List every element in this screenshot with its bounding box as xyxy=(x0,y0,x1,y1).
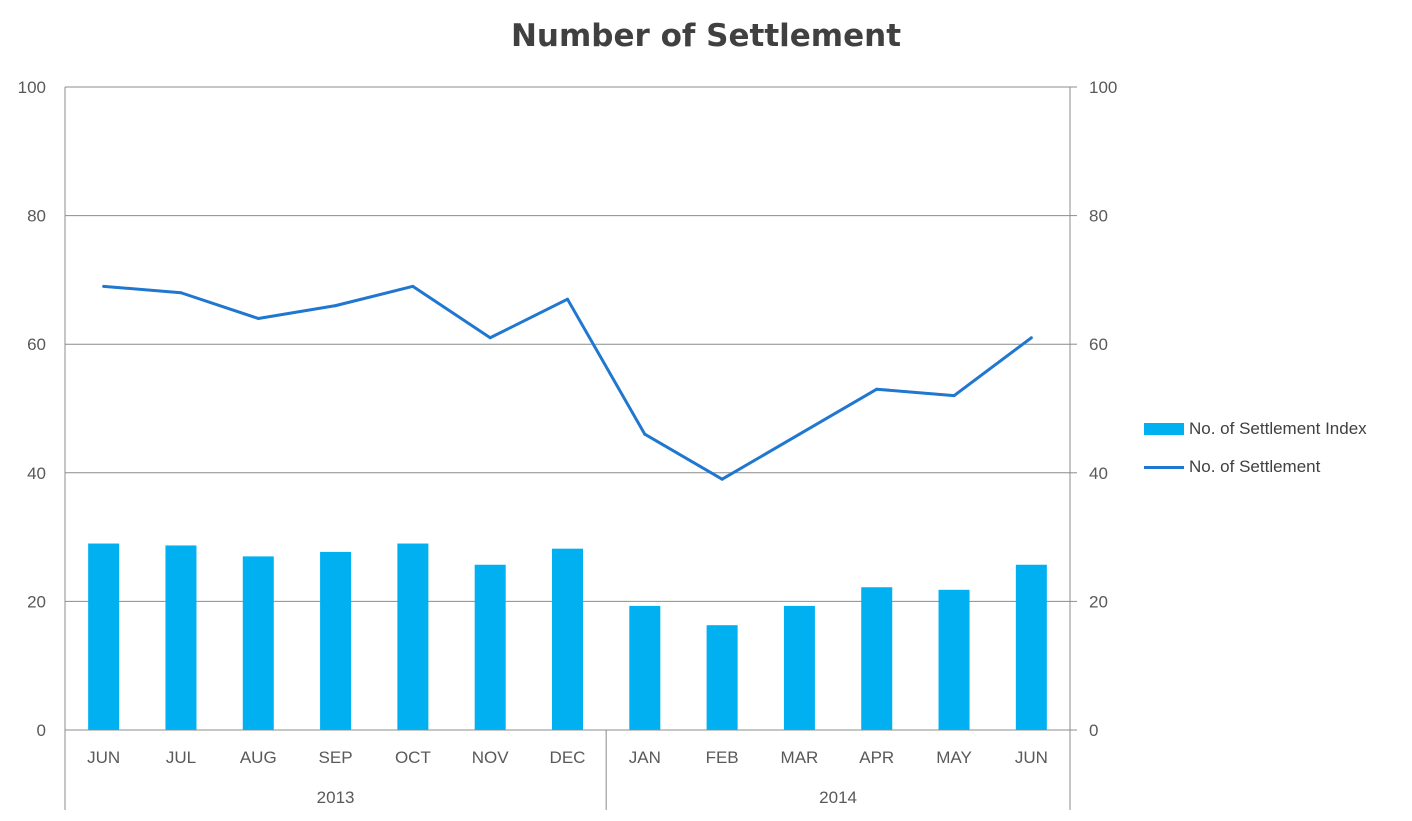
category-label: NOV xyxy=(472,748,510,767)
bar xyxy=(165,545,197,730)
bar xyxy=(861,587,893,730)
legend-bar-swatch xyxy=(1144,423,1184,435)
bar-series xyxy=(88,543,1047,730)
category-label: AUG xyxy=(240,748,277,767)
group-label: 2013 xyxy=(317,788,355,807)
left-tick-label: 80 xyxy=(27,207,46,226)
right-tick-label: 100 xyxy=(1089,78,1117,97)
gridlines xyxy=(65,86,1070,602)
legend-line-swatch xyxy=(1144,465,1184,469)
category-label: JUL xyxy=(166,748,196,767)
category-label: JUN xyxy=(87,748,120,767)
line-point xyxy=(256,316,260,320)
bar xyxy=(629,605,661,730)
category-label: SEP xyxy=(319,748,353,767)
line-point xyxy=(720,477,724,481)
chart-title: Number of Settlement xyxy=(510,18,902,54)
bar xyxy=(397,543,429,730)
left-tick-label: 20 xyxy=(27,592,46,611)
bar xyxy=(1015,564,1047,730)
category-label: APR xyxy=(859,748,894,767)
left-tick-label: 40 xyxy=(27,464,46,483)
line-point xyxy=(1029,336,1033,340)
left-tick-label: 0 xyxy=(37,721,46,740)
category-label: JAN xyxy=(629,748,661,767)
group-labels: 2013 2014 xyxy=(317,788,857,807)
category-label: FEB xyxy=(706,748,739,767)
line-point xyxy=(952,394,956,398)
bar xyxy=(320,551,352,730)
category-label: DEC xyxy=(550,748,586,767)
legend: No. of Settlement Index No. of Settlemen… xyxy=(1144,410,1367,486)
category-label: MAR xyxy=(781,748,819,767)
line-point xyxy=(334,304,338,308)
category-label: JUN xyxy=(1015,748,1048,767)
left-tick-label: 60 xyxy=(27,335,46,354)
legend-label-index: No. of Settlement Index xyxy=(1189,419,1367,438)
bar xyxy=(706,625,738,730)
category-label: OCT xyxy=(395,748,431,767)
bar xyxy=(474,564,506,730)
right-axis-ticks: 0 20 40 60 80 100 xyxy=(1070,78,1117,740)
right-tick-label: 60 xyxy=(1089,335,1108,354)
category-labels: JUN JUL AUG SEP OCT NOV DEC JAN FEB MAR APR MAY JUN xyxy=(87,748,1048,767)
right-tick-label: 0 xyxy=(1089,721,1098,740)
bar xyxy=(783,605,815,730)
bar xyxy=(242,556,274,730)
line-series xyxy=(102,284,1033,481)
legend-item-settlement: No. of Settlement xyxy=(1144,448,1367,486)
line-point xyxy=(411,284,415,288)
legend-label-settlement: No. of Settlement xyxy=(1189,457,1321,476)
bar xyxy=(552,548,583,730)
line-point xyxy=(179,291,183,295)
line-point xyxy=(875,387,879,391)
axes xyxy=(64,87,1071,810)
bar xyxy=(88,543,120,730)
line-point xyxy=(643,432,647,436)
group-label: 2014 xyxy=(819,788,857,807)
line-point xyxy=(488,336,492,340)
right-tick-label: 80 xyxy=(1089,207,1108,226)
right-tick-label: 20 xyxy=(1089,592,1108,611)
left-tick-label: 100 xyxy=(18,78,46,97)
line-point xyxy=(102,284,106,288)
line-point xyxy=(566,297,569,301)
line-point xyxy=(797,432,801,436)
series-line xyxy=(103,284,1033,481)
category-label: MAY xyxy=(936,748,972,767)
right-tick-label: 40 xyxy=(1089,464,1108,483)
bar xyxy=(938,589,970,730)
legend-item-index: No. of Settlement Index xyxy=(1144,410,1367,448)
left-axis-ticks: 0 20 40 60 80 100 xyxy=(18,78,46,740)
